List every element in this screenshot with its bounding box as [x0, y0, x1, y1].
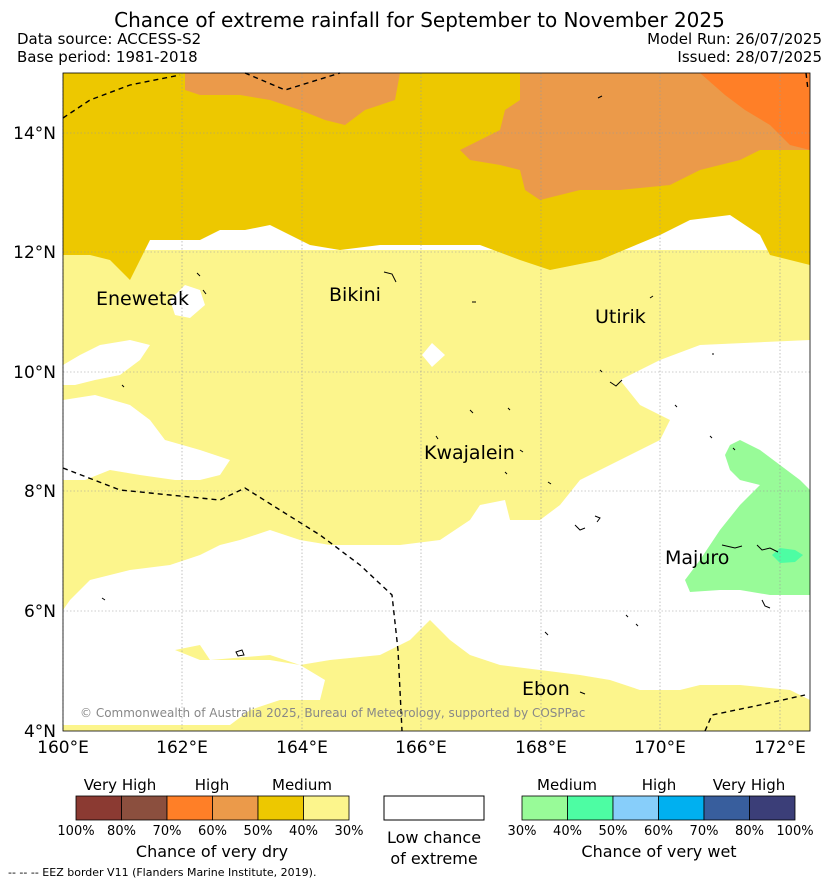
legend-low-swatch	[383, 795, 485, 821]
legend-dry: Very High High Medium 100% 80% 70% 60% 50% 40…	[57, 776, 363, 861]
legend-dry-percent-4: 50%	[244, 824, 273, 839]
legend-wet-percent-4: 70%	[690, 824, 719, 839]
map-title: Chance of extreme rainfall for September…	[114, 8, 725, 32]
legend-wet-caption: Chance of very wet	[581, 842, 736, 861]
legend-dry-percent-2: 70%	[153, 824, 182, 839]
legend-wet-percent-6: 100%	[776, 824, 813, 839]
lon-label-166e: 166°E	[395, 738, 447, 758]
eez-footnote: -- -- -- EEZ border V11 (Flanders Marine…	[8, 866, 317, 879]
region-low-hole-small	[422, 343, 445, 367]
atoll-outlines	[101, 95, 779, 695]
legend-dry-swatch-5	[303, 795, 350, 821]
lon-label-160e: 160°E	[37, 738, 89, 758]
base-period-label: Base period: 1981-2018	[17, 48, 198, 66]
place-label-ebon: Ebon	[522, 678, 570, 700]
legend-dry-percents: 100% 80% 70% 60% 50% 40% 30%	[57, 824, 363, 839]
legend-dry-swatch-0	[75, 795, 122, 821]
legend-dry-swatch-4	[257, 795, 304, 821]
legend-wet: Medium High Very High 30% 40% 50% 60% 70% 80%…	[508, 776, 814, 861]
lon-label-162e: 162°E	[156, 738, 208, 758]
legend-wet-header-medium: Medium	[537, 776, 597, 794]
legend-dry-percent-1: 80%	[107, 824, 136, 839]
region-dry-high-tan-east	[460, 73, 810, 200]
legend-wet-percent-2: 50%	[599, 824, 628, 839]
legend-dry-swatch-2	[166, 795, 213, 821]
eez-borders	[62, 72, 809, 732]
lon-label-172e: 172°E	[754, 738, 806, 758]
legend-low-caption-line2: of extreme	[390, 849, 477, 868]
legend-wet-percent-5: 80%	[735, 824, 764, 839]
legend-wet-percent-0: 30%	[508, 824, 537, 839]
place-label-enewetak: Enewetak	[96, 288, 189, 310]
issued-label: Issued: 28/07/2025	[677, 48, 822, 66]
legend-wet-percent-1: 40%	[553, 824, 582, 839]
data-source-label: Data source: ACCESS-S2	[17, 30, 202, 48]
lon-label-168e: 168°E	[515, 738, 567, 758]
legend-wet-swatch-1	[567, 795, 614, 821]
legend-wet-swatch-5	[749, 795, 796, 821]
region-low-west	[63, 395, 230, 480]
legend-wet-header-high: High	[642, 776, 676, 794]
region-dry-medium-light	[63, 250, 810, 610]
lat-label-8n: 8°N	[24, 482, 56, 502]
legend-dry-header-very-high: Very High	[84, 776, 157, 794]
place-label-utirik: Utirik	[595, 306, 646, 328]
region-low-hole-enewetak	[170, 285, 205, 318]
region-low-west-upper	[63, 340, 150, 385]
place-label-majuro: Majuro	[665, 547, 729, 569]
lon-label-164e: 164°E	[276, 738, 328, 758]
lat-label-10n: 10°N	[13, 363, 56, 383]
legend-wet-swatch-3	[658, 795, 705, 821]
legend-wet-swatch-0	[521, 795, 568, 821]
lon-label-170e: 170°E	[634, 738, 686, 758]
longitude-axis: 160°E 162°E 164°E 166°E 168°E 170°E 172°…	[37, 738, 806, 758]
legend-dry-percent-0: 100%	[57, 824, 94, 839]
legend-dry-percent-6: 30%	[335, 824, 364, 839]
map-panel: Enewetak Bikini Utirik Kwajalein Majuro …	[62, 72, 811, 732]
legend-wet-swatch-4	[703, 795, 750, 821]
lat-label-4n: 4°N	[24, 722, 56, 742]
legend-wet-swatches	[521, 795, 796, 821]
region-dry-high-tan	[185, 73, 400, 125]
legend-dry-header-high: High	[195, 776, 229, 794]
legend-dry-swatches	[75, 795, 350, 821]
legend-dry-percent-3: 60%	[198, 824, 227, 839]
copyright-notice: © Commonwealth of Australia 2025, Bureau…	[80, 706, 585, 720]
region-wet-medium-high	[772, 548, 803, 563]
model-run-label: Model Run: 26/07/2025	[647, 30, 822, 48]
legend-wet-header-very-high: Very High	[713, 776, 786, 794]
legend-wet-swatch-2	[612, 795, 659, 821]
latitude-axis: 14°N 12°N 10°N 8°N 6°N 4°N	[13, 124, 56, 742]
place-label-kwajalein: Kwajalein	[424, 442, 515, 464]
legend-dry-swatch-3	[212, 795, 259, 821]
legend-dry-swatch-1	[121, 795, 168, 821]
region-dry-high	[700, 73, 810, 150]
legend-wet-percent-3: 60%	[644, 824, 673, 839]
legend-dry-header-medium: Medium	[272, 776, 332, 794]
legend-wet-percents: 30% 40% 50% 60% 70% 80% 100%	[508, 824, 814, 839]
lat-label-14n: 14°N	[13, 124, 56, 144]
region-dry-medium-light-south	[63, 620, 810, 731]
map-frame	[62, 72, 811, 732]
legend-dry-percent-5: 40%	[289, 824, 318, 839]
legend-dry-caption: Chance of very dry	[136, 842, 288, 861]
lat-label-12n: 12°N	[13, 243, 56, 263]
legend-low: Low chance of extreme	[383, 795, 485, 868]
legend-low-caption-line1: Low chance	[387, 828, 481, 847]
lat-label-6n: 6°N	[24, 602, 56, 622]
place-label-bikini: Bikini	[329, 284, 381, 306]
